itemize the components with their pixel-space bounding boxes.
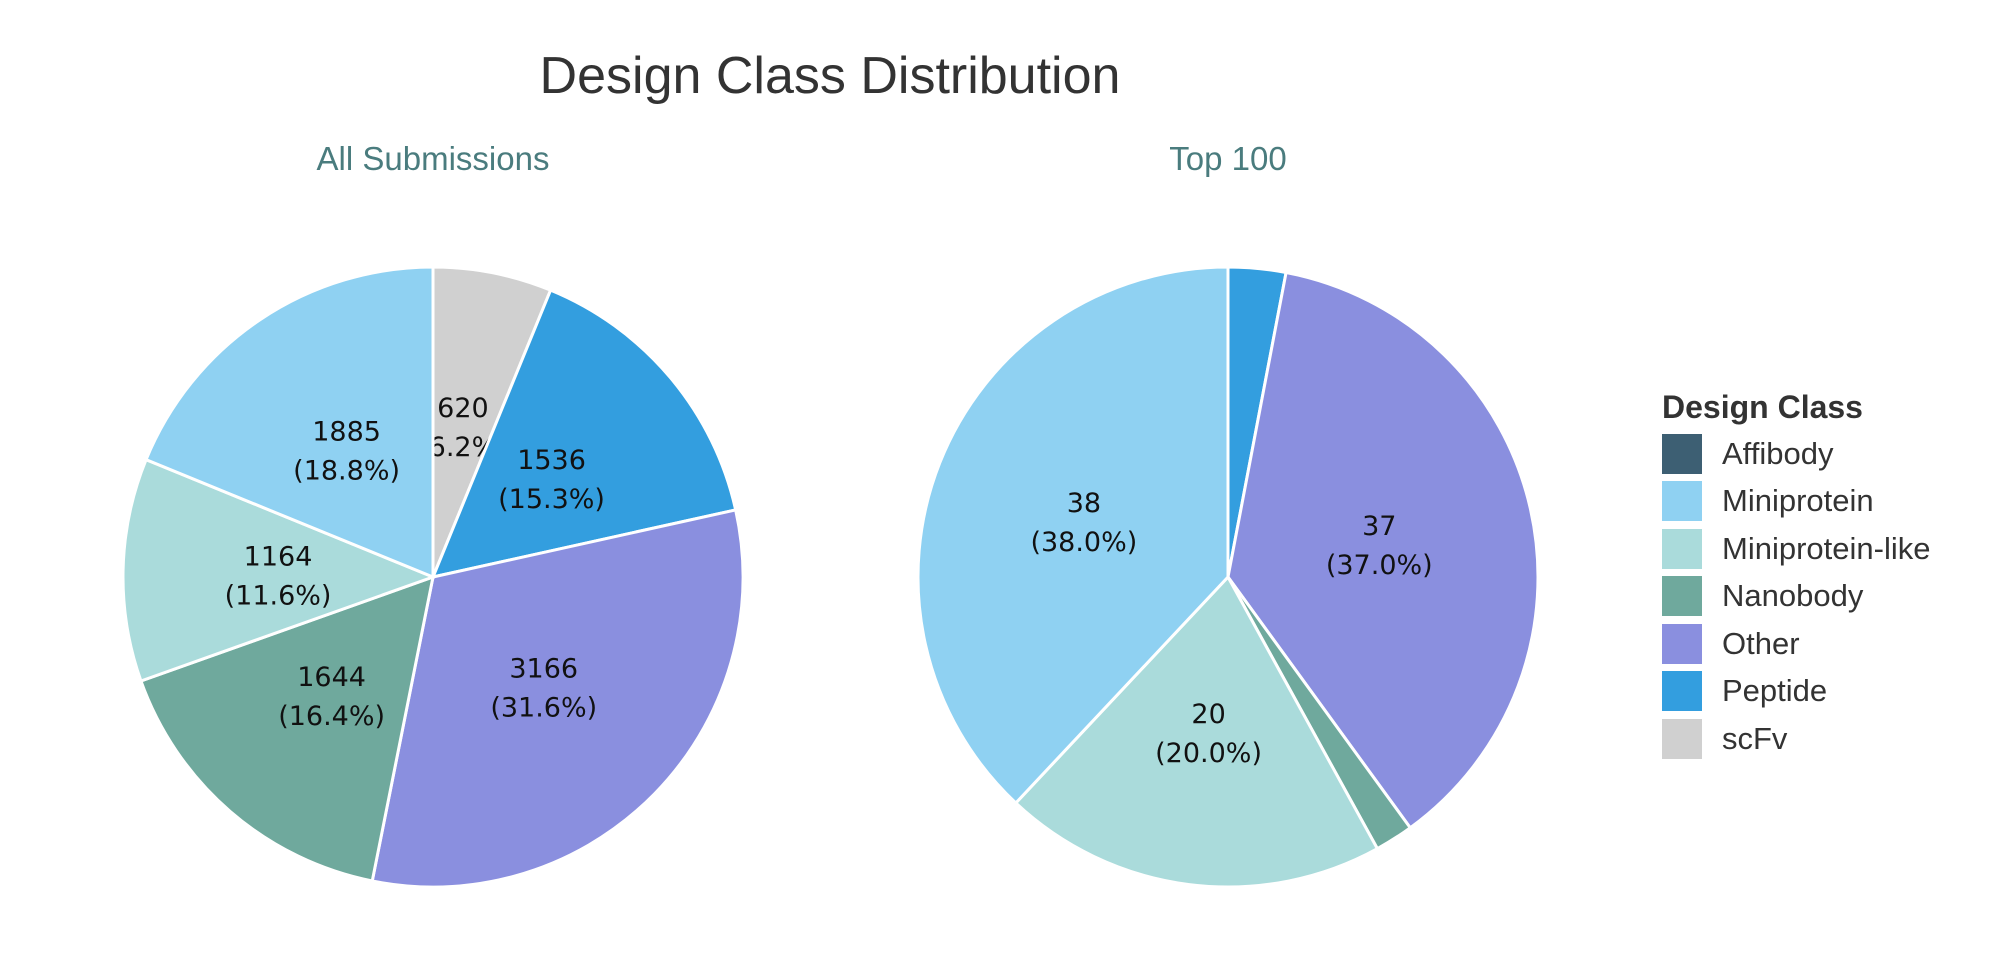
legend-label-peptide: Peptide <box>1722 673 1828 709</box>
slice-label-all-submissions-miniprotein-like: 1164 (11.6%) <box>225 541 332 611</box>
pie-slice-top-100-miniprotein-like <box>1013 574 1380 889</box>
pie-slice-top-100-miniprotein <box>916 265 1230 806</box>
pie-slice-all-submissions-peptide <box>430 288 738 580</box>
slice-label-top-100-miniprotein-like: 20 (20.0%) <box>1155 699 1262 769</box>
legend-item-scfv: scFv <box>1662 715 1930 763</box>
panel-title-all-submissions: All Submissions <box>316 140 550 177</box>
legend-swatch-other <box>1662 623 1702 664</box>
legend-item-peptide: Peptide <box>1662 668 1930 716</box>
legend-item-affibody: Affibody <box>1662 430 1930 478</box>
slice-label-all-submissions-peptide: 1536 (15.3%) <box>498 445 605 515</box>
pie-slice-all-submissions-scfv <box>431 265 553 578</box>
legend-item-other: Other <box>1662 620 1930 668</box>
legend-item-miniprotein: Miniprotein <box>1662 478 1930 526</box>
pie-slice-all-submissions-other <box>370 508 745 889</box>
legend: Design Class Affibody Miniprotein Miniprot… <box>1662 384 1930 763</box>
pie-slice-all-submissions-nanobody <box>139 574 435 883</box>
legend-title: Design Class <box>1662 389 1863 425</box>
pie-slice-all-submissions-miniprotein <box>144 265 435 580</box>
slice-label-all-submissions-miniprotein: 1885 (18.8%) <box>293 416 400 486</box>
slice-label-all-submissions-other: 3166 (31.6%) <box>490 653 597 723</box>
legend-label-scfv: scFv <box>1722 720 1788 756</box>
legend-label-affibody: Affibody <box>1722 435 1834 471</box>
legend-label-nanobody: Nanobody <box>1722 578 1864 614</box>
pie-slice-top-100-other <box>1226 270 1540 830</box>
slice-label-top-100-miniprotein: 38 (38.0%) <box>1030 488 1137 558</box>
legend-item-miniprotein-like: Miniprotein-like <box>1662 525 1930 573</box>
panel-title-top-100: Top 100 <box>1169 140 1287 177</box>
legend-swatch-scfv <box>1662 718 1702 759</box>
legend-swatch-peptide <box>1662 671 1702 712</box>
chart-title: Design Class Distribution <box>539 47 1121 105</box>
legend-item-nanobody: Nanobody <box>1662 573 1930 621</box>
legend-label-miniprotein: Miniprotein <box>1722 483 1874 519</box>
legend-swatch-affibody <box>1662 433 1702 474</box>
legend-swatch-nanobody <box>1662 576 1702 617</box>
legend-label-miniprotein-like: Miniprotein-like <box>1722 530 1931 566</box>
slice-label-top-100-other: 37 (37.0%) <box>1326 511 1433 581</box>
pie-top-100: 37 (37.0%) 20 (20.0%) 38 (38.0%) <box>916 265 1540 889</box>
slice-label-all-submissions-nanobody: 1644 (16.4%) <box>278 662 385 732</box>
legend-label-other: Other <box>1722 625 1800 661</box>
legend-swatch-miniprotein <box>1662 481 1702 522</box>
legend-items: Affibody Miniprotein Miniprotein-like Nanob… <box>1662 430 1930 763</box>
pie-all-submissions: 620 (6.2%) 1536 (15.3%)3166 (31.6%)1644 (16.4… <box>121 265 745 889</box>
legend-swatch-miniprotein-like <box>1662 528 1702 569</box>
pie-slice-all-submissions-miniprotein-like <box>121 457 438 683</box>
